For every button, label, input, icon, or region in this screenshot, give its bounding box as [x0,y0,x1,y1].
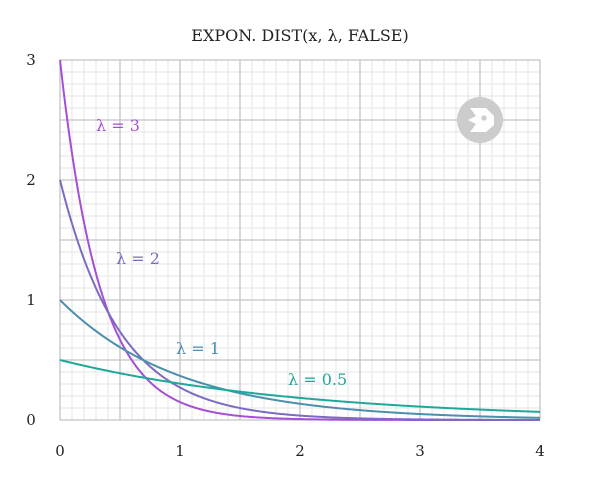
x-tick-label: 2 [295,442,305,460]
x-tick-label: 3 [415,442,425,460]
major-gridlines [59,59,541,421]
x-tick-label: 1 [175,442,185,460]
series-label-lambda-1: λ = 1 [176,339,220,358]
y-tick-label: 3 [26,51,36,69]
series-line-2 [59,299,541,419]
y-axis-ticks: 0 1 2 3 [26,51,36,429]
watermark-logo-icon [457,97,503,143]
y-tick-label: 1 [26,291,36,309]
series-label-lambda-2: λ = 2 [116,249,160,268]
x-axis-ticks: 0 1 2 3 4 [55,442,545,460]
y-tick-label: 0 [26,411,36,429]
chart-title: EXPON. DIST(x, λ, FALSE) [191,26,408,45]
series-curves [59,59,541,421]
series-line-3 [59,359,541,413]
series-line-1 [59,179,540,421]
series-label-lambda-3: λ = 3 [96,116,140,135]
x-tick-label: 0 [55,442,65,460]
y-tick-label: 2 [26,171,36,189]
x-tick-label: 4 [535,442,545,460]
series-label-lambda-0-5: λ = 0.5 [288,370,347,389]
